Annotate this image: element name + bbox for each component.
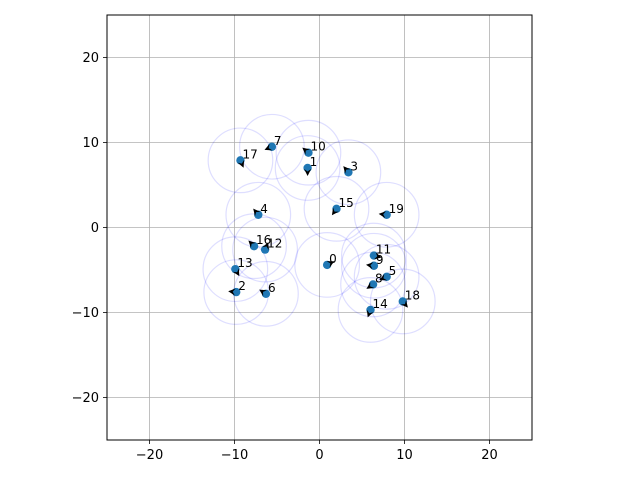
- heading-arrow: [248, 240, 256, 248]
- y-tick-label: −20: [72, 391, 99, 406]
- point-label: 10: [310, 140, 325, 154]
- point-label: 18: [405, 288, 420, 302]
- range-circle: [225, 181, 292, 248]
- grid: [107, 15, 532, 440]
- point-label: 1: [310, 155, 318, 169]
- heading-arrow: [259, 289, 267, 297]
- heading-arrow: [253, 208, 261, 217]
- data-point: [249, 242, 259, 251]
- range-circle: [353, 181, 420, 248]
- y-tick-label: −10: [72, 306, 99, 321]
- range-circle: [353, 243, 420, 310]
- x-tick-label: −10: [221, 448, 248, 463]
- range-circle: [369, 268, 436, 335]
- y-tick-label: 0: [91, 221, 99, 236]
- heading-arrow: [331, 207, 339, 216]
- heading-arrow: [302, 147, 310, 155]
- x-tick-label: 10: [396, 448, 413, 463]
- range-circle: [303, 175, 370, 242]
- point-label: 5: [389, 264, 397, 278]
- data-point: [322, 260, 332, 270]
- range-circle: [238, 113, 305, 180]
- point-label: 17: [242, 147, 257, 161]
- data-point: [304, 148, 313, 157]
- heading-arrow: [374, 252, 382, 260]
- range-circle: [294, 231, 361, 298]
- heading-arrow: [400, 300, 408, 308]
- heading-arrow: [237, 159, 245, 168]
- range-circle: [275, 119, 342, 186]
- range-circle: [337, 277, 404, 343]
- heading-arrow: [366, 262, 374, 270]
- range-circle: [202, 236, 269, 303]
- data-points: [231, 142, 407, 315]
- data-point: [231, 264, 240, 274]
- point-label: 15: [339, 196, 354, 210]
- range-circles: [202, 113, 436, 343]
- point-label: 19: [389, 202, 404, 216]
- point-label: 13: [237, 256, 252, 270]
- y-tick-label: 20: [82, 51, 99, 66]
- range-circle: [274, 135, 341, 201]
- data-point: [398, 297, 407, 306]
- range-circle: [315, 139, 382, 206]
- data-point: [254, 210, 263, 219]
- heading-arrow: [326, 261, 335, 268]
- point-label: 11: [376, 243, 391, 257]
- point-label: 9: [376, 253, 384, 267]
- point-label: 7: [274, 134, 282, 148]
- range-circle: [221, 213, 287, 280]
- heading-arrow: [232, 268, 240, 277]
- heading-arrow: [262, 242, 269, 251]
- point-label: 6: [268, 281, 276, 295]
- heading-arrow: [304, 169, 312, 176]
- heading-arrow: [343, 166, 351, 174]
- point-label: 16: [256, 233, 271, 247]
- heading-arrow: [228, 288, 236, 296]
- range-circle: [341, 232, 407, 299]
- x-tick-label: 20: [481, 448, 498, 463]
- data-point: [332, 204, 341, 213]
- point-label: 2: [238, 279, 246, 293]
- data-point: [344, 168, 353, 177]
- range-circle: [207, 127, 274, 194]
- heading-arrow: [379, 274, 388, 281]
- y-tick-label: 10: [82, 136, 99, 151]
- point-label: 3: [350, 159, 358, 173]
- point-label: 8: [375, 271, 383, 285]
- point-label: 4: [260, 202, 268, 216]
- heading-arrow: [366, 309, 374, 318]
- heading-arrow: [366, 282, 375, 289]
- data-point: [261, 289, 271, 298]
- range-circle: [232, 216, 299, 283]
- heading-arrows: [228, 143, 408, 318]
- x-tick-label: −20: [136, 448, 163, 463]
- point-label: 14: [373, 297, 388, 311]
- heading-arrow: [264, 143, 273, 151]
- heading-arrow: [378, 211, 386, 219]
- x-tick-label: 0: [315, 448, 323, 463]
- point-label: 12: [267, 237, 282, 251]
- point-label: 0: [329, 252, 337, 266]
- data-point: [368, 280, 378, 289]
